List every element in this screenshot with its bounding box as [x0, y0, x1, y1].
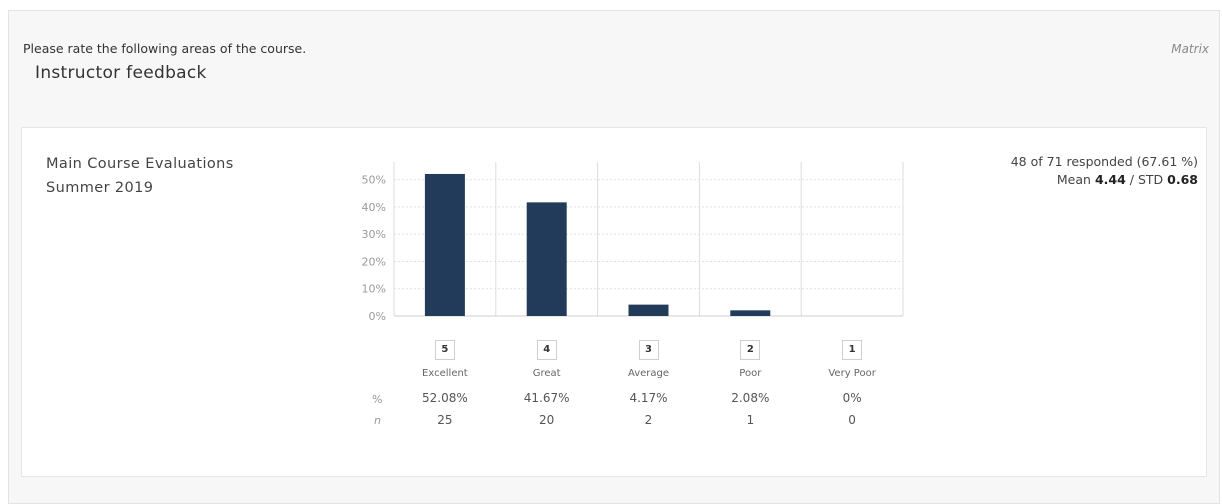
rating-label: Excellent: [422, 368, 468, 379]
count-value: 0: [848, 413, 856, 427]
rating-value-box: 3: [638, 340, 659, 360]
rating-label: Great: [532, 368, 561, 379]
y-tick-label: 50%: [362, 174, 386, 187]
std-value: 0.68: [1167, 172, 1198, 187]
rating-label: Poor: [739, 368, 762, 379]
question-title: Instructor feedback: [35, 63, 207, 83]
question-panel: Please rate the following areas of the c…: [8, 10, 1220, 504]
question-prompt: Please rate the following areas of the c…: [23, 41, 307, 56]
rating-label: Very Poor: [828, 368, 876, 379]
std-label: STD: [1137, 172, 1164, 187]
bar-3: [628, 304, 669, 316]
bar-5: [424, 173, 465, 316]
y-tick-label: 10%: [362, 283, 386, 296]
percent-value: 0%: [842, 391, 862, 405]
count-value: 2: [644, 413, 653, 427]
bar-2: [730, 310, 771, 316]
percent-value: 52.08%: [422, 391, 468, 405]
count-value: 1: [746, 413, 755, 427]
rating-value-box: 1: [842, 340, 863, 360]
rating-value-box: 4: [536, 340, 557, 360]
survey-name: Main Course Evaluations Summer 2019: [46, 152, 286, 200]
count-value: 25: [437, 413, 453, 427]
question-type-label: Matrix: [1171, 42, 1209, 56]
count-value: 20: [539, 413, 555, 427]
rating-label: Average: [627, 368, 670, 379]
count-row-header: n: [374, 414, 381, 427]
rating-value-box: 2: [740, 340, 761, 360]
responded-count: 48 of 71 responded (67.61 %): [1010, 154, 1198, 169]
mean-std-line: Mean 4.44 / STD 0.68: [1011, 171, 1198, 189]
survey-name-text: Main Course Evaluations Summer 2019: [46, 156, 234, 196]
bar-4: [526, 202, 567, 316]
y-tick-label: 40%: [362, 201, 386, 214]
percent-row-header: %: [372, 393, 383, 406]
bar-chart: 0% 10% 20% 30% 40% 50%: [362, 162, 904, 323]
results-card: Main Course Evaluations Summer 2019 48 o…: [21, 127, 1207, 477]
percent-value: 41.67%: [523, 391, 570, 405]
percent-value: 4.17%: [629, 391, 668, 405]
stat-separator: /: [1129, 172, 1134, 187]
y-tick-label: 30%: [362, 228, 386, 241]
y-tick-label: 0%: [369, 310, 386, 323]
percent-value: 2.08%: [731, 391, 770, 405]
y-tick-label: 20%: [362, 255, 386, 268]
mean-value: 4.44: [1094, 172, 1126, 187]
response-stats: 48 of 71 responded (67.61 %) Mean 4.44 /…: [1011, 153, 1198, 189]
rating-value-box: 5: [434, 340, 455, 360]
mean-label: Mean: [1056, 172, 1091, 187]
